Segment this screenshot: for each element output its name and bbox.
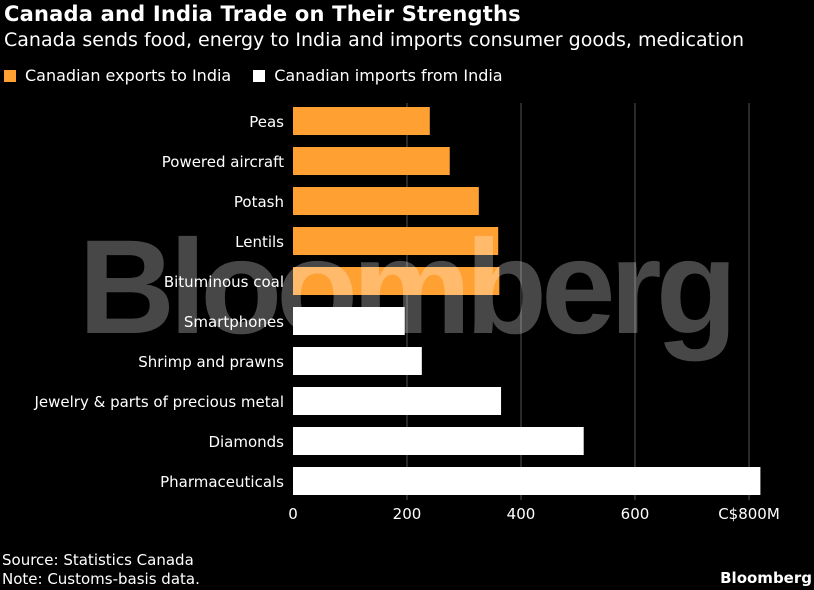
bar-peas — [293, 107, 430, 135]
bar-bituminous-coal — [293, 267, 500, 295]
source-note: Source: Statistics Canada — [2, 551, 194, 569]
x-tick-label: 600 — [621, 505, 650, 523]
x-tick-label: C$800M — [718, 505, 780, 523]
category-label: Powered aircraft — [162, 153, 284, 171]
bar-potash — [293, 187, 479, 215]
chart-subtitle: Canada sends food, energy to India and i… — [4, 29, 744, 51]
x-axis-ticks: 0 200 400 600 C$800M — [288, 505, 780, 523]
legend-item-exports: Canadian exports to India — [4, 66, 231, 85]
legend-label-exports: Canadian exports to India — [25, 66, 232, 85]
category-label: Diamonds — [208, 433, 284, 451]
category-labels: Peas Powered aircraft Potash Lentils Bitumin… — [33, 113, 284, 491]
legend-label-imports: Canadian imports from India — [274, 66, 503, 85]
category-label: Smartphones — [184, 313, 284, 331]
category-label: Peas — [249, 113, 284, 131]
x-tick-label: 0 — [288, 505, 298, 523]
legend-swatch-imports — [253, 69, 266, 82]
legend-item-imports: Canadian imports from India — [253, 66, 503, 85]
bar-powered-aircraft — [293, 147, 450, 175]
legend-swatch-exports — [4, 69, 16, 82]
bloomberg-watermark: Bloomberg — [78, 213, 731, 362]
bars — [293, 107, 761, 495]
category-label: Pharmaceuticals — [160, 473, 284, 491]
customs-note: Note: Customs-basis data. — [2, 570, 200, 588]
bloomberg-logo-text: Bloomberg — [720, 569, 812, 587]
legend: Canadian exports to India Canadian impor… — [4, 66, 525, 85]
bar-shrimp-and-prawns — [293, 347, 422, 375]
bar-jewelry-parts-of-precious-metal — [293, 387, 502, 415]
chart-title: Canada and India Trade on Their Strength… — [4, 2, 521, 26]
category-label: Jewelry & parts of precious metal — [33, 393, 284, 411]
bar-lentils — [293, 227, 499, 255]
category-label: Potash — [234, 193, 284, 211]
category-label: Bituminous coal — [164, 273, 284, 291]
bar-smartphones — [293, 307, 405, 335]
x-tick-label: 200 — [393, 505, 422, 523]
bar-diamonds — [293, 427, 584, 455]
category-label: Shrimp and prawns — [138, 353, 284, 371]
bar-pharmaceuticals — [293, 467, 761, 495]
x-tick-label: 400 — [507, 505, 536, 523]
category-label: Lentils — [235, 233, 284, 251]
